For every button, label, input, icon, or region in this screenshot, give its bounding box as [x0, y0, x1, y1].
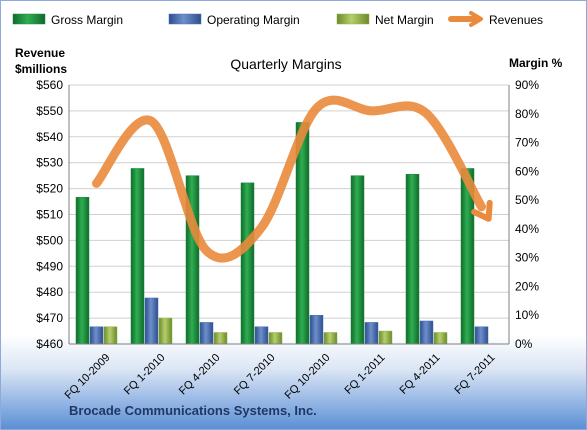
bar-operating-margin [364, 322, 379, 345]
bar-operating-margin [419, 320, 434, 345]
bar-operating-margin [89, 326, 104, 345]
bar-gross-margin [75, 196, 90, 345]
right-tick-label: 20% [515, 279, 539, 293]
legend-swatch [12, 13, 46, 25]
bar-gross-margin [350, 175, 365, 345]
left-tick-label: $550 [36, 104, 63, 118]
y-left-label-line2: $millions [15, 62, 67, 76]
bar-operating-margin [199, 322, 214, 345]
legend-swatch [168, 13, 202, 25]
company-name: Brocade Communications Systems, Inc. [69, 403, 317, 418]
bar-net-margin [378, 330, 393, 345]
bar-net-margin [268, 332, 283, 345]
revenue-line [92, 95, 486, 263]
revenue-arrowhead [471, 199, 493, 222]
right-tick-label: 0% [515, 337, 533, 351]
right-tick-label: 30% [515, 251, 539, 265]
bar-operating-margin [474, 326, 489, 345]
left-tick-label: $470 [36, 311, 63, 325]
legend-swatch [336, 13, 370, 25]
left-tick-label: $560 [36, 78, 63, 92]
left-tick-label: $520 [36, 182, 63, 196]
left-tick-label: $490 [36, 259, 63, 273]
bar-net-margin [213, 332, 228, 345]
right-tick-label: 90% [515, 78, 539, 92]
bars [75, 122, 489, 345]
bar-gross-margin [240, 182, 255, 345]
legend: Gross Margin Operating Margin Net Margin Re… [12, 11, 543, 27]
right-tick-label: 70% [515, 136, 539, 150]
right-tick-label: 40% [515, 222, 539, 236]
legend-label: Operating Margin [207, 13, 300, 27]
right-tick-label: 50% [515, 193, 539, 207]
revenue-line-layer [92, 95, 493, 263]
bar-operating-margin [144, 297, 159, 345]
left-tick-label: $540 [36, 130, 63, 144]
bar-net-margin [323, 332, 338, 345]
left-tick-label: $530 [36, 156, 63, 170]
y-right-label: Margin % [509, 56, 563, 70]
legend-arrow [469, 11, 483, 27]
legend-item-gross-margin: Gross Margin [12, 13, 123, 27]
right-tick-label: 80% [515, 107, 539, 121]
right-tick-label: 10% [515, 308, 539, 322]
bar-gross-margin [130, 168, 145, 345]
left-tick-label: $460 [36, 337, 63, 351]
chart-title: Quarterly Margins [230, 56, 341, 72]
legend-item-revenues: Revenues [448, 11, 543, 27]
y-left-label-line1: Revenue [15, 46, 65, 60]
legend-item-operating-margin: Operating Margin [168, 13, 300, 27]
legend-label: Gross Margin [51, 13, 123, 27]
bar-net-margin [158, 317, 173, 345]
bar-gross-margin [295, 122, 310, 345]
legend-label: Net Margin [375, 13, 434, 27]
left-tick-label: $500 [36, 233, 63, 247]
bar-net-margin [433, 332, 448, 345]
bar-gross-margin [405, 173, 420, 345]
legend-item-net-margin: Net Margin [336, 13, 434, 27]
left-tick-label: $510 [36, 208, 63, 222]
legend-label: Revenues [489, 13, 543, 27]
bar-operating-margin [309, 314, 324, 345]
left-tick-label: $480 [36, 285, 63, 299]
bar-net-margin [103, 326, 118, 345]
bar-operating-margin [254, 326, 269, 345]
right-tick-label: 60% [515, 164, 539, 178]
